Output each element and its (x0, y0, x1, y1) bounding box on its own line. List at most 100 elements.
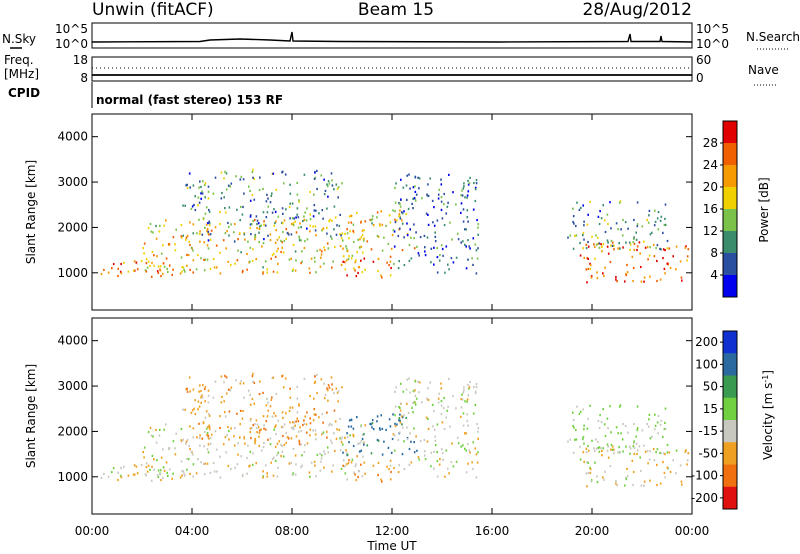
velocity-cell (436, 423, 439, 426)
power-cell (628, 241, 631, 244)
velocity-cell (662, 461, 664, 464)
velocity-cell (241, 417, 244, 420)
power-cell (316, 187, 318, 191)
velocity-cell (434, 444, 437, 447)
power-cell (296, 193, 299, 196)
power-cell (440, 178, 442, 181)
velocity-cell (145, 466, 148, 469)
velocity-cell (309, 422, 312, 425)
power-cell (620, 228, 622, 231)
velocity-cell (585, 447, 588, 450)
velocity-cell (258, 435, 260, 438)
velocity-cell (406, 438, 409, 441)
velocity-cell (352, 444, 355, 448)
power-cell (324, 189, 327, 192)
velocity-cell (657, 415, 660, 418)
velocity-cell (189, 390, 191, 393)
velocity-cell (226, 434, 228, 437)
power-cell (272, 270, 275, 273)
velocity-cell (363, 433, 365, 436)
velocity-cell (333, 392, 335, 395)
power-cell (251, 193, 254, 197)
velocity-cell (476, 423, 478, 426)
velocity-cell (192, 475, 194, 478)
velocity-cell (413, 451, 416, 454)
velocity-cell (609, 464, 612, 468)
power-cell (175, 228, 177, 231)
power-cell (304, 211, 306, 214)
velocity-cell (168, 468, 171, 471)
velocity-cell (331, 383, 333, 386)
velocity-cell (289, 396, 292, 399)
velocity-cell (414, 403, 417, 406)
power-cell (576, 201, 578, 204)
velocity-cell (361, 475, 364, 478)
power-cell (150, 275, 153, 278)
power-cell (433, 246, 435, 249)
velocity-cell (273, 428, 275, 431)
power-cell (447, 201, 449, 204)
power-cell (248, 185, 250, 188)
velocity-cell (426, 397, 428, 400)
velocity-cell (165, 461, 168, 464)
velocity-cell (309, 394, 311, 398)
velocity-cell (321, 413, 324, 416)
velocity-cell (462, 412, 465, 415)
power-cell (413, 247, 416, 250)
power-cell (291, 269, 294, 273)
power-cell (648, 209, 651, 212)
power-cell (354, 269, 356, 272)
power-cell (252, 168, 254, 171)
velocity-cell (314, 464, 316, 467)
power-cell (398, 213, 401, 216)
velocity-cell (249, 427, 252, 430)
velocity-cell (383, 440, 385, 443)
velocity-cell (360, 463, 362, 466)
velocity-cell (350, 461, 353, 464)
velocity-cell (213, 470, 216, 473)
velocity-cell (473, 385, 475, 389)
power-cell (190, 207, 193, 210)
velocity-cell (472, 441, 475, 444)
velocity-cell (366, 444, 369, 447)
power-cell (265, 200, 268, 203)
power-cell (192, 232, 195, 235)
velocity-cell (601, 454, 603, 457)
power-cell (204, 258, 206, 261)
velocity-cell (633, 452, 636, 455)
power-cell (352, 231, 355, 234)
velocity-cell (430, 465, 432, 468)
power-cell (433, 224, 436, 227)
velocity-cell (399, 406, 401, 409)
power-cell (213, 266, 216, 269)
velocity-cell (567, 440, 569, 443)
velocity-cell (326, 446, 329, 449)
power-cell (271, 211, 274, 214)
power-cell (207, 222, 209, 225)
velocity-cell (119, 474, 122, 477)
power-cell (657, 211, 660, 214)
y-tick-label: 2000 (57, 424, 88, 438)
power-cell (414, 199, 417, 202)
power-cell (286, 232, 289, 235)
power-cell (301, 250, 303, 253)
station-title: Unwin (fitACF) (92, 0, 214, 20)
velocity-cell (334, 420, 337, 423)
velocity-cell (274, 459, 277, 462)
power-cell (609, 201, 611, 204)
power-cell (235, 175, 237, 178)
velocity-cell (594, 449, 596, 453)
power-cell (243, 192, 245, 195)
velocity-cell (187, 458, 190, 461)
power-cell (263, 220, 265, 223)
velocity-cell (620, 432, 622, 435)
power-cell (144, 269, 147, 272)
power-cell (687, 248, 690, 251)
power-cell (388, 214, 391, 217)
power-cell (153, 254, 155, 257)
velocity-cell (580, 410, 582, 413)
power-cell (388, 264, 390, 267)
power-cell (152, 231, 154, 234)
velocity-cell (184, 474, 186, 477)
power-cell (583, 256, 585, 259)
